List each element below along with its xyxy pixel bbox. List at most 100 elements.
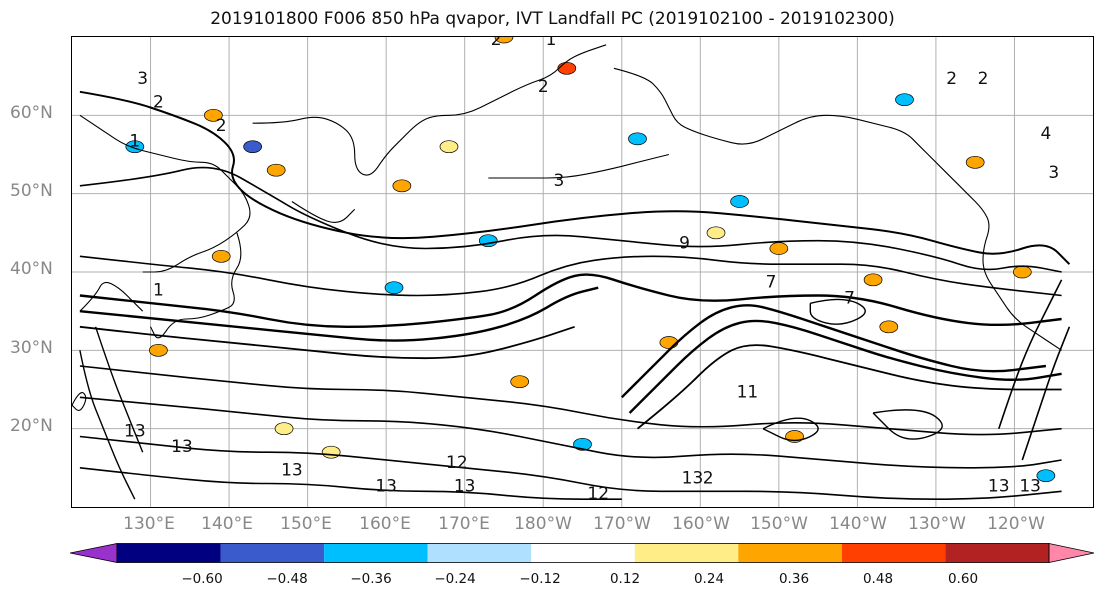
qvapor-anomaly-patch xyxy=(557,61,577,75)
qvapor-anomaly-patch xyxy=(494,37,514,44)
colorbar-bin xyxy=(324,543,428,563)
lat-label-30n: 30°N xyxy=(10,338,53,358)
colorbar-bin xyxy=(220,543,325,563)
cbar-tick-neg060: −0.60 xyxy=(181,571,223,587)
contour-label: 4 xyxy=(1040,124,1051,144)
cbar-tick-060: 0.60 xyxy=(947,571,979,587)
contour-label: 13 xyxy=(988,476,1010,496)
contour-label: 7 xyxy=(844,288,855,308)
qvapor-anomaly-patch xyxy=(965,155,985,169)
qvapor-anomaly-patch xyxy=(274,422,294,436)
lat-label-50n: 50°N xyxy=(10,181,53,201)
lon-label-160w: 160°W xyxy=(672,514,730,534)
coastline-segment xyxy=(72,392,87,411)
coastline-segment xyxy=(613,67,1062,351)
qvapor-anomaly-patch xyxy=(149,343,168,357)
contour-label: 12 xyxy=(446,453,468,473)
ivt-contour-line xyxy=(998,279,1063,429)
ivt-contour-line xyxy=(79,255,1062,297)
lon-label-140w: 140°W xyxy=(829,514,887,534)
ivt-contour-line xyxy=(79,90,1071,265)
contour-label: 3 xyxy=(137,69,148,89)
qvapor-anomaly-patch xyxy=(439,140,459,154)
ivt-contour-line xyxy=(79,325,575,360)
qvapor-anomaly-patch xyxy=(769,242,789,255)
qvapor-anomaly-patch xyxy=(321,445,341,459)
cbar-tick-036: 0.36 xyxy=(778,571,810,587)
lat-label-20n: 20°N xyxy=(10,416,53,436)
ivt-contour-line xyxy=(809,298,866,325)
coastline-segment xyxy=(252,44,607,176)
qvapor-anomaly-patch xyxy=(211,249,231,263)
contour-label: 13 xyxy=(682,469,704,489)
colorbar-bin xyxy=(531,543,635,563)
qvapor-anomaly-patch xyxy=(628,132,647,146)
colorbar-bin xyxy=(427,543,532,563)
contour-label: 2 xyxy=(153,93,164,113)
qvapor-anomaly-patch xyxy=(384,281,404,295)
contour-label: 13 xyxy=(281,461,303,481)
colorbar-outline xyxy=(116,543,1050,563)
contour-label: 12 xyxy=(587,484,609,504)
ivt-contour-line xyxy=(79,435,1062,500)
lon-label-140e: 140°E xyxy=(201,514,253,534)
lat-label-40n: 40°N xyxy=(10,259,53,279)
ivt-contour-line xyxy=(79,350,136,500)
ivt-contour-line xyxy=(79,396,1062,469)
qvapor-anomaly-patch xyxy=(659,336,679,349)
qvapor-anomaly-patch xyxy=(706,226,726,240)
lon-label-170e: 170°E xyxy=(438,514,490,534)
contour-label: 3 xyxy=(554,171,565,191)
coastline-segment xyxy=(291,201,356,223)
cbar-tick-neg012: −0.12 xyxy=(519,571,561,587)
ivt-contour-line xyxy=(79,273,1062,328)
colorbar-extend-max xyxy=(1048,543,1095,563)
contour-label: 13 xyxy=(454,476,476,496)
contour-label: 3 xyxy=(1048,163,1059,183)
colorbar-bin xyxy=(634,543,739,563)
lon-label-180w: 180°W xyxy=(514,514,572,534)
contour-label: 2 xyxy=(978,69,989,89)
lon-label-150w: 150°W xyxy=(750,514,808,534)
contour-label: 1 xyxy=(546,37,557,50)
lon-label-170w: 170°W xyxy=(593,514,651,534)
ivt-contour-line xyxy=(872,409,943,440)
colorbar-bin xyxy=(945,543,1049,563)
ivt-contours xyxy=(79,90,1071,500)
ivt-contour-line xyxy=(79,166,1062,273)
lon-label-150e: 150°E xyxy=(280,514,332,534)
map-panel: 3 2 1 2 3 2 1 2 2 2 4 3 1 9 7 7 11 13 13 13 13 12 13 12 13 2 13 13 xyxy=(71,36,1094,508)
colorbar-bin xyxy=(738,543,842,563)
lon-label-120w: 120°W xyxy=(987,514,1045,534)
qvapor-anomaly-patch xyxy=(1012,265,1032,279)
lon-label-130w: 130°W xyxy=(908,514,966,534)
qvapor-anomaly-patch xyxy=(573,437,592,451)
qvapor-anomaly-patch xyxy=(895,93,914,107)
cbar-tick-012: 0.12 xyxy=(609,571,641,587)
qvapor-anomaly-patch xyxy=(392,179,412,193)
contour-label: 13 xyxy=(124,422,146,442)
colorbar-bin xyxy=(117,543,221,563)
graticule xyxy=(72,37,1093,507)
cbar-tick-neg024: −0.24 xyxy=(434,571,476,587)
cbar-tick-neg036: −0.36 xyxy=(350,571,392,587)
ivt-contour-line xyxy=(762,417,819,442)
qvapor-anomaly-patch xyxy=(863,273,883,287)
contour-label: 13 xyxy=(171,437,193,457)
qvapor-anomaly-patch xyxy=(243,140,262,154)
coastline-segment xyxy=(488,153,670,179)
lat-label-60n: 60°N xyxy=(10,103,53,123)
contour-label: 2 xyxy=(216,116,227,136)
lon-label-160e: 160°E xyxy=(359,514,411,534)
lon-label-130e: 130°E xyxy=(123,514,175,534)
contour-label: 7 xyxy=(766,273,777,293)
contour-label: 2 xyxy=(946,69,957,89)
ivt-contour-line xyxy=(1021,326,1071,461)
cbar-tick-neg048: −0.48 xyxy=(266,571,308,587)
colorbar-bin xyxy=(841,543,946,563)
qvapor-anomaly-patch xyxy=(1036,469,1056,483)
qvapor-anomaly-patch xyxy=(879,320,899,334)
ivt-contour-line xyxy=(636,344,1062,430)
colorbar-extend-min xyxy=(70,543,118,563)
